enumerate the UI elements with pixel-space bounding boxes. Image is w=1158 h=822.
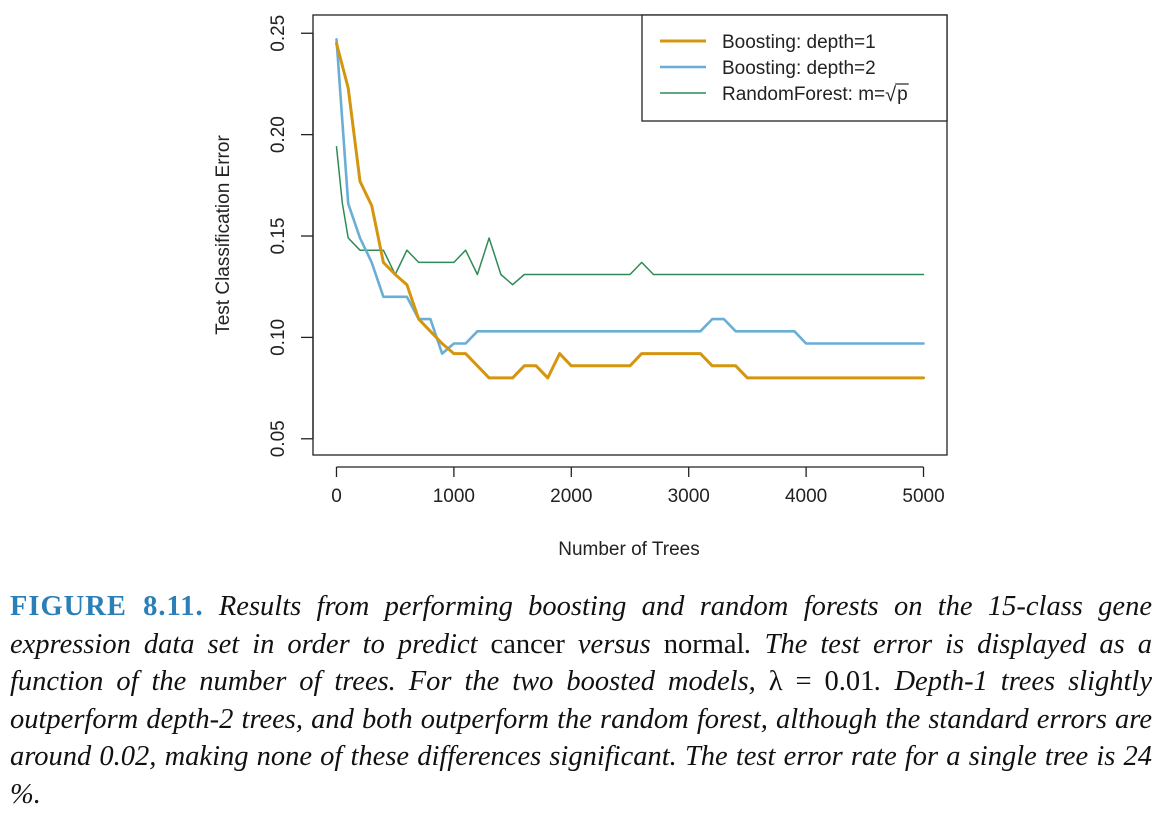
- x-axis-label: Number of Trees: [558, 539, 700, 560]
- x-tick-label: 0: [331, 486, 342, 507]
- caption-word-cancer: cancer: [490, 628, 565, 660]
- series-layer: [335, 37, 925, 380]
- x-tick-label: 2000: [550, 486, 592, 507]
- caption-text-1: Results from performing boosting and ran…: [10, 591, 1152, 660]
- legend-label: Boosting: depth=1: [722, 32, 876, 53]
- figure-caption: FIGURE 8.11. Results from performing boo…: [10, 588, 1152, 813]
- series-line-3: [335, 146, 925, 286]
- y-tick-label: 0.15: [268, 218, 289, 255]
- legend-sqrt-arg: p: [897, 84, 908, 105]
- x-tick-label: 5000: [902, 486, 944, 507]
- legend-label: Boosting: depth=2: [722, 58, 876, 79]
- line-chart: 0.05 0.10 0.15 0.20 0.25 0 1000 2000 3000 4000 50…: [213, 14, 948, 560]
- x-tick-label: 3000: [668, 486, 710, 507]
- legend-label: RandomForest: m=: [722, 84, 885, 105]
- series-line-2: [335, 37, 925, 355]
- x-tick-label: 1000: [433, 486, 475, 507]
- x-tick-label: 4000: [785, 486, 827, 507]
- caption-word-normal: normal: [663, 628, 745, 660]
- y-tick-label: 0.10: [268, 319, 289, 356]
- series-line-1: [335, 41, 925, 380]
- y-axis: 0.05 0.10 0.15 0.20 0.25: [268, 15, 314, 457]
- caption-text-2: versus: [564, 628, 664, 660]
- caption-text-4: . Depth-1 trees slightly outperform dept…: [10, 666, 1152, 810]
- y-axis-label: Test Classification Error: [213, 135, 234, 335]
- y-tick-label: 0.20: [268, 116, 289, 153]
- caption-text-3: . The test error is displayed as a funct…: [10, 628, 1152, 698]
- caption-lambda: λ = 0.01: [768, 666, 875, 697]
- legend-sqrt-symbol: √: [885, 84, 896, 106]
- figure-label: FIGURE 8.11.: [10, 591, 204, 622]
- x-axis: 0 1000 2000 3000 4000 5000: [331, 466, 945, 507]
- y-tick-label: 0.05: [268, 420, 289, 457]
- y-tick-label: 0.25: [268, 15, 289, 52]
- legend: Boosting: depth=1 Boosting: depth=2 Random…: [641, 14, 948, 122]
